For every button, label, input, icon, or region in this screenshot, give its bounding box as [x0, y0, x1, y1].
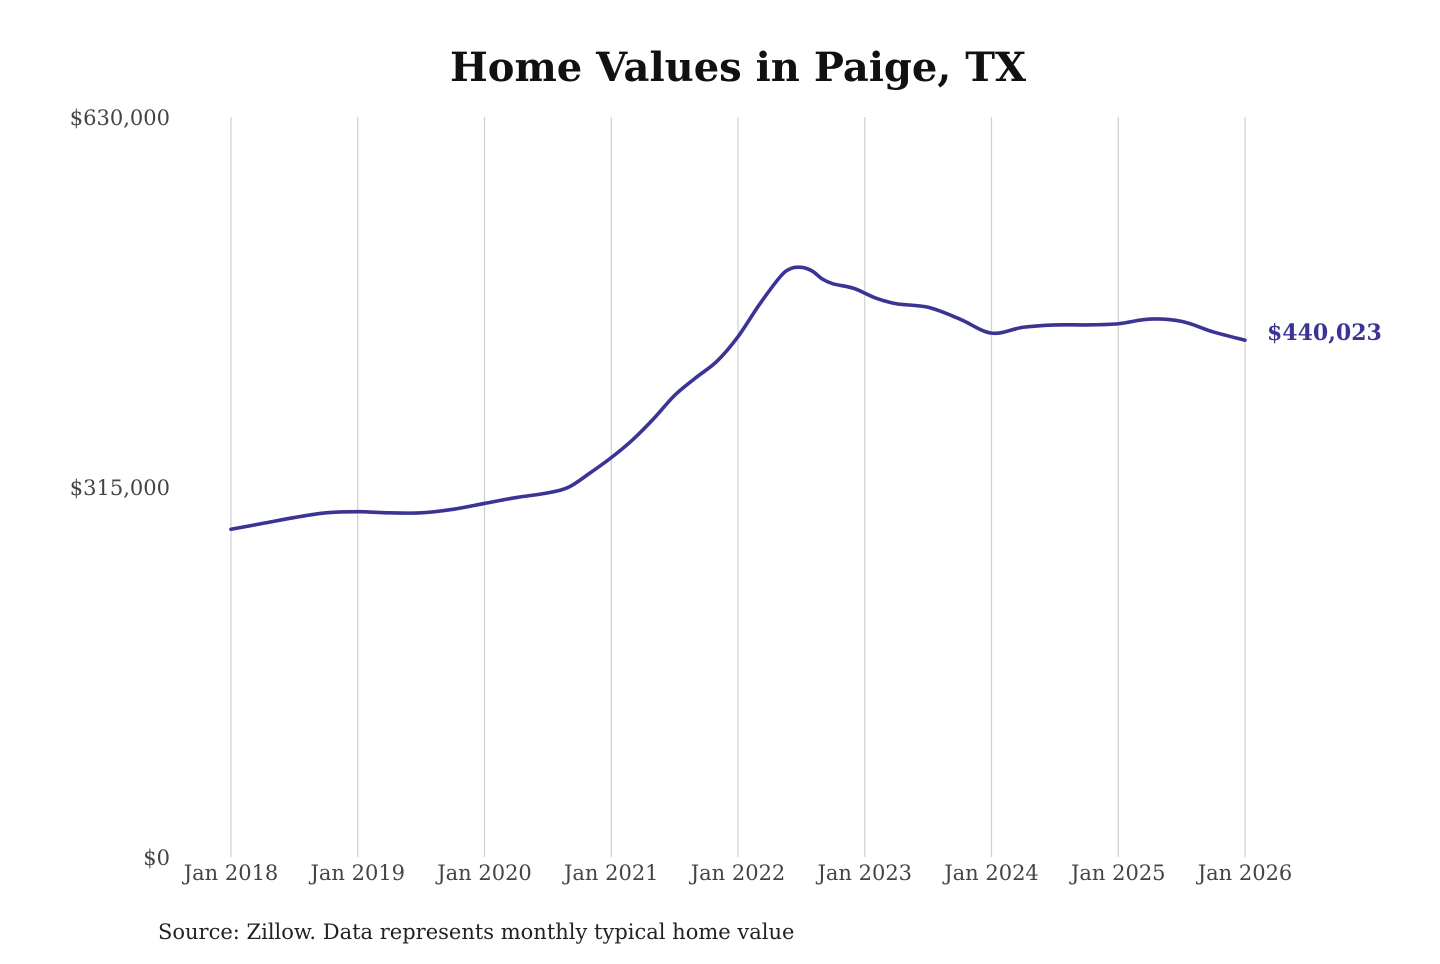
- x-tick-label: Jan 2025: [1069, 861, 1166, 885]
- x-axis-ticks: Jan 2018 Jan 2019 Jan 2020 Jan 2021 Jan 2022…: [182, 861, 1293, 885]
- y-axis-ticks: $0 $315,000 $630,000: [70, 106, 170, 870]
- x-tick-label: Jan 2023: [815, 861, 912, 885]
- chart-title: Home Values in Paige, TX: [450, 44, 1026, 91]
- end-value-label: $440,023: [1267, 320, 1382, 346]
- x-tick-label: Jan 2026: [1196, 861, 1293, 885]
- y-tick-label: $630,000: [70, 106, 170, 130]
- x-tick-label: Jan 2022: [689, 861, 786, 885]
- series-layer: [229, 265, 1247, 532]
- x-tick-label: Jan 2020: [435, 861, 532, 885]
- y-tick-label: $0: [143, 846, 170, 870]
- x-tick-label: Jan 2021: [562, 861, 659, 885]
- gridlines: [230, 117, 1246, 857]
- x-tick-label: Jan 2019: [308, 861, 405, 885]
- y-tick-label: $315,000: [70, 476, 170, 500]
- x-tick-label: Jan 2024: [942, 861, 1039, 885]
- x-tick-label: Jan 2018: [182, 861, 279, 885]
- source-note: Source: Zillow. Data represents monthly …: [158, 920, 794, 944]
- series-line: [229, 265, 1247, 532]
